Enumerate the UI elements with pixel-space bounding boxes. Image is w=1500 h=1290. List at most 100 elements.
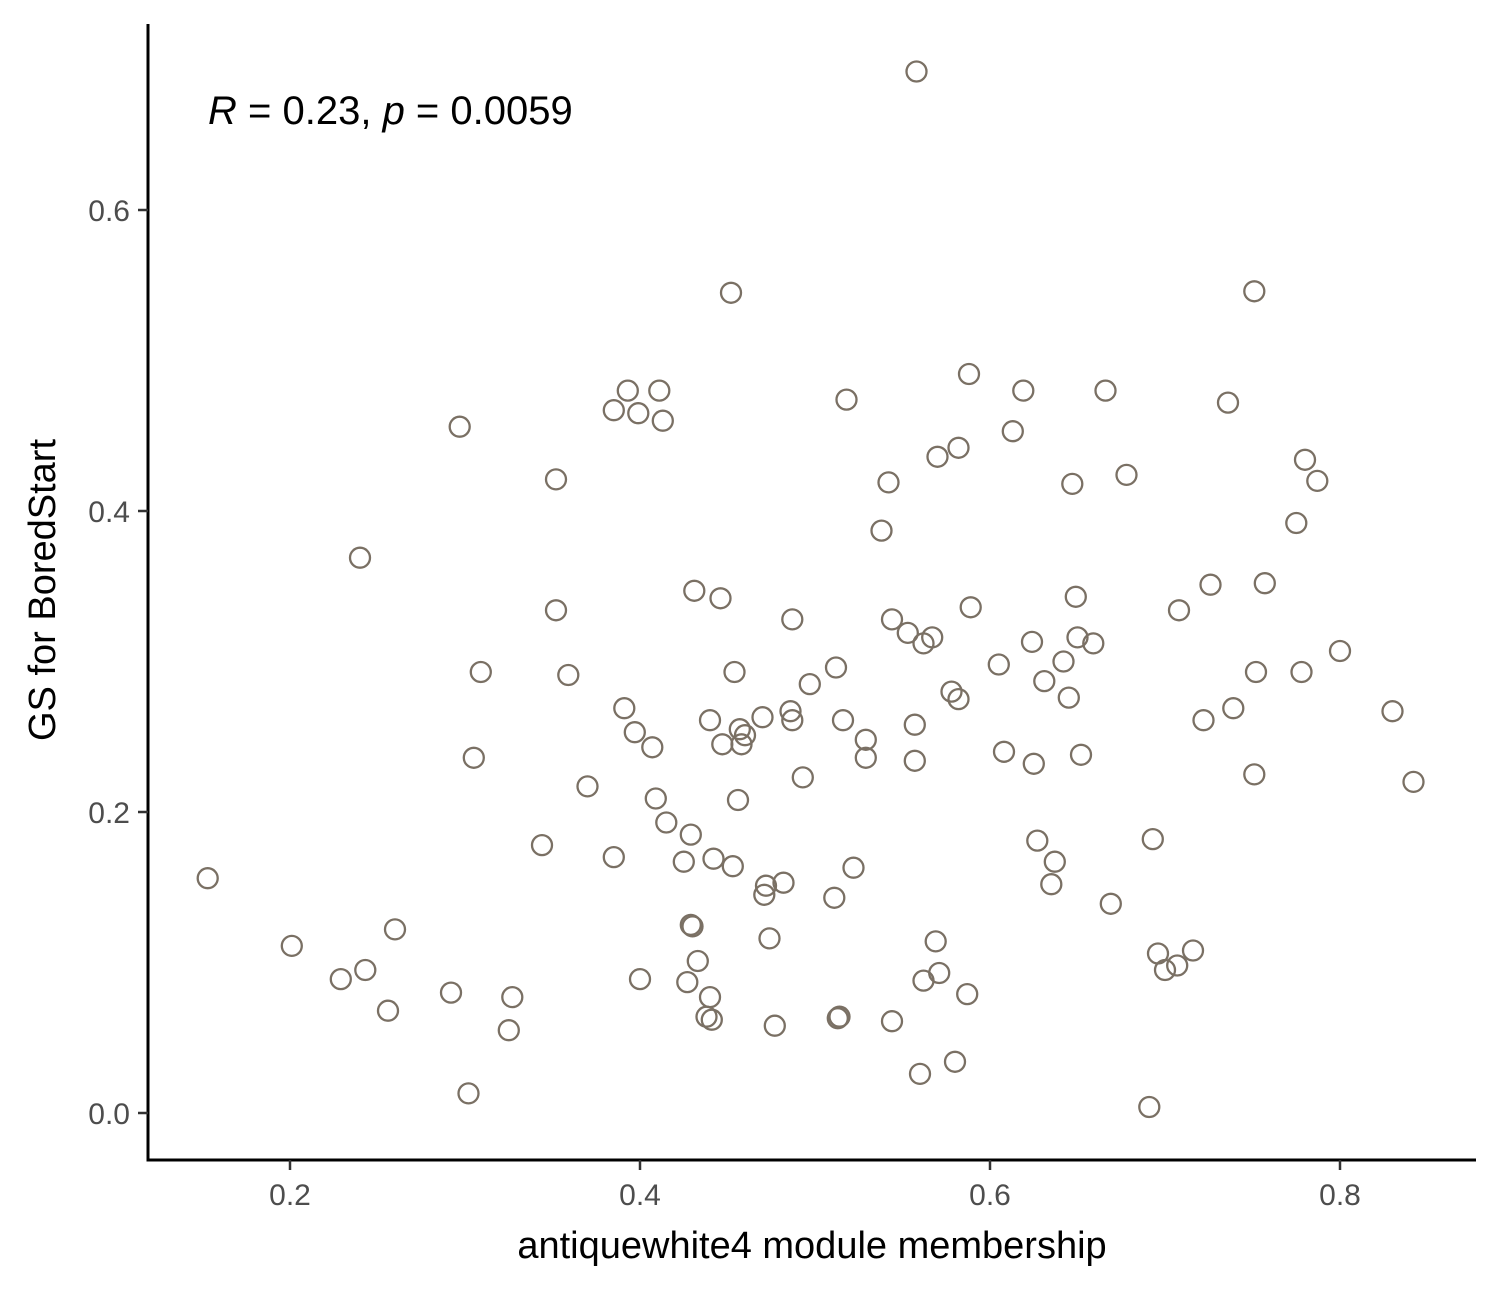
data-point: [992, 740, 1016, 763]
data-point: [1057, 686, 1080, 709]
data-point: [1167, 599, 1191, 622]
data-point: [880, 1010, 904, 1033]
data-point: [823, 886, 846, 909]
x-tick-label: 0.2: [269, 1179, 311, 1212]
data-point: [779, 700, 802, 723]
data-point: [698, 709, 722, 732]
data-point: [602, 399, 625, 422]
data-point: [683, 579, 706, 602]
data-point: [1244, 660, 1268, 684]
data-point: [698, 985, 722, 1009]
data-point: [854, 746, 877, 769]
r-value: = 0.23,: [237, 89, 383, 133]
data-point: [928, 961, 951, 985]
data-point: [758, 927, 781, 950]
data-point: [826, 1007, 849, 1030]
correlation-annotation: R = 0.23, p = 0.0059: [208, 89, 573, 133]
y-tick-label: 0.4: [88, 496, 130, 529]
data-point: [1001, 420, 1024, 443]
data-point: [1012, 379, 1035, 402]
data-point: [280, 934, 303, 958]
data-point: [733, 724, 757, 747]
data-point: [1040, 873, 1063, 896]
data-point: [1222, 697, 1245, 720]
data-point: [1285, 511, 1308, 535]
data-point: [457, 1082, 480, 1105]
r-symbol: R: [208, 89, 237, 133]
data-point: [448, 415, 471, 438]
x-tick-label: 0.8: [1319, 1179, 1361, 1212]
data-point: [348, 546, 372, 569]
data-point: [835, 388, 858, 411]
data-point: [1115, 463, 1138, 487]
data-point: [1199, 573, 1222, 596]
data-point: [641, 736, 664, 759]
data-point: [1052, 650, 1075, 673]
data-point: [753, 883, 776, 906]
data-point: [828, 1005, 851, 1028]
data-point: [1082, 632, 1105, 655]
data-point: [719, 281, 743, 304]
data-point: [1216, 391, 1240, 414]
x-axis-title: antiquewhite4 module membership: [517, 1225, 1106, 1267]
y-axis-title: GS for BoredStart: [22, 439, 64, 741]
data-point: [754, 874, 778, 897]
data-point: [957, 362, 981, 386]
data-point: [1066, 626, 1089, 649]
y-tick-label: 0.2: [88, 797, 130, 830]
data-point: [956, 982, 979, 1006]
data-point: [1166, 954, 1189, 977]
p-symbol: p: [382, 89, 405, 133]
data-point: [798, 672, 821, 696]
data-point: [1153, 958, 1177, 982]
data-point: [831, 709, 855, 732]
data-point: [723, 660, 746, 684]
data-point: [613, 697, 636, 720]
data-point: [497, 1019, 520, 1042]
data-point: [354, 958, 377, 982]
data-point: [530, 833, 554, 857]
data-point: [1290, 660, 1313, 684]
points-layer: [196, 60, 1425, 1119]
data-point: [709, 587, 732, 610]
data-point: [1094, 379, 1117, 402]
data-point: [1192, 709, 1215, 732]
y-tick-label: 0.6: [88, 195, 130, 228]
data-point: [842, 856, 865, 879]
data-point: [921, 626, 944, 649]
data-point: [576, 775, 599, 798]
p-value: = 0.0059: [405, 89, 573, 133]
data-point: [702, 847, 725, 870]
data-point: [896, 621, 919, 645]
data-point: [726, 788, 750, 812]
x-tick-label: 0.6: [969, 1179, 1011, 1212]
data-point: [730, 733, 753, 756]
data-point: [623, 721, 646, 744]
data-point: [676, 970, 699, 994]
data-point: [681, 915, 704, 938]
data-point: [376, 999, 400, 1022]
data-point: [462, 746, 485, 769]
data-point: [686, 949, 709, 973]
data-point: [1099, 892, 1122, 915]
data-point: [627, 402, 650, 425]
data-point: [383, 918, 407, 941]
data-point: [672, 850, 695, 873]
data-point: [196, 867, 219, 890]
data-point: [880, 608, 904, 631]
data-point: [651, 409, 674, 432]
data-point: [987, 653, 1010, 676]
data-point: [870, 519, 893, 542]
data-point: [781, 608, 804, 631]
data-point: [544, 599, 568, 622]
axes: 0.2 0.4 0.6 0.8 0.0 0.2 0.4 0.6: [88, 24, 1476, 1212]
data-point: [679, 823, 702, 846]
data-point: [501, 985, 524, 1009]
data-point: [616, 379, 639, 402]
data-point: [1181, 939, 1205, 962]
data-point: [628, 967, 652, 991]
data-point: [926, 445, 949, 468]
data-point: [1138, 1095, 1161, 1119]
data-point: [644, 787, 667, 810]
